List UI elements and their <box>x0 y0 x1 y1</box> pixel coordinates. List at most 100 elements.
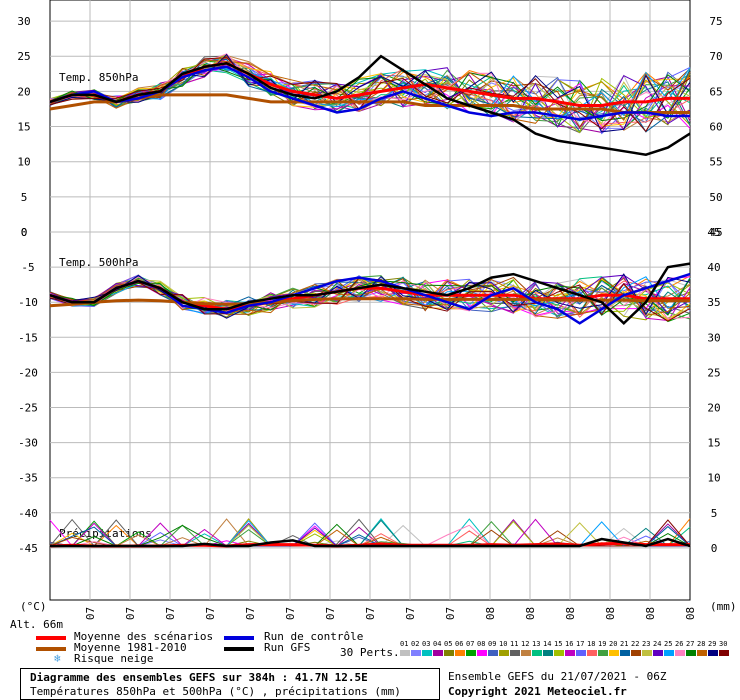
y-tick-500: -20 <box>18 366 38 379</box>
y-tick-right: 30 <box>707 331 720 344</box>
pert-number-label: 26 <box>675 640 684 648</box>
perturbation-line-850 <box>49 57 691 133</box>
x-tick-label: 02/08 <box>524 607 537 620</box>
series-line-precip <box>50 537 691 548</box>
y-tick-500: -10 <box>18 296 38 309</box>
pert-color-swatch <box>719 650 729 656</box>
pert-number-label: 18 <box>587 640 596 648</box>
pert-number-label: 30 <box>719 640 728 648</box>
legend-label-mean: Moyenne des scénarios <box>74 630 214 643</box>
y-tick-right: 10 <box>707 472 720 485</box>
x-tick-label: 01/08 <box>484 607 497 620</box>
x-tick-label: 24/07 <box>164 607 177 620</box>
pert-color-swatch <box>521 650 531 656</box>
y-tick-850-right: 55 <box>709 156 722 169</box>
x-tick-label: 05/08 <box>644 607 657 620</box>
pert-number-label: 17 <box>576 640 585 648</box>
pert-color-swatch <box>477 650 487 656</box>
y-tick-850-right: 75 <box>709 15 722 28</box>
pert-number-label: 02 <box>411 640 420 648</box>
y-tick-right: 40 <box>707 261 720 274</box>
x-tick-label: 26/07 <box>244 607 257 620</box>
pert-number-label: 12 <box>521 640 530 648</box>
pert-number-label: 15 <box>554 640 563 648</box>
pert-number-label: 10 <box>499 640 508 648</box>
y-tick-500: -40 <box>18 507 38 520</box>
pert-number-label: 07 <box>466 640 475 648</box>
pert-color-swatch <box>708 650 718 656</box>
pert-color-swatch <box>598 650 608 656</box>
pert-color-swatch <box>631 650 641 656</box>
panel-label-850: Temp. 850hPa <box>59 71 138 84</box>
pert-number-label: 01 <box>400 640 409 648</box>
altitude-label: Alt. 66m <box>10 618 63 631</box>
pert-color-swatch <box>411 650 421 656</box>
y-tick-850-right: 70 <box>709 50 722 63</box>
pert-color-swatch <box>444 650 454 656</box>
legend-label-control: Run de contrôle <box>264 630 364 643</box>
unit-right-label: (mm) <box>710 600 737 613</box>
pert-number-label: 13 <box>532 640 541 648</box>
y-tick-850: 5 <box>21 191 28 204</box>
y-tick-right: 15 <box>707 437 720 450</box>
pert-number-label: 08 <box>477 640 486 648</box>
x-tick-label: 27/07 <box>284 607 297 620</box>
run-info: Ensemble GEFS du 21/07/2021 - 06Z <box>448 670 667 683</box>
pert-color-swatch <box>499 650 509 656</box>
pert-number-label: 22 <box>631 640 640 648</box>
pert-color-swatch <box>587 650 597 656</box>
series-line-850 <box>49 54 691 156</box>
pert-number-label: 03 <box>422 640 431 648</box>
pert-color-swatch <box>532 650 542 656</box>
legend-swatch-mean <box>36 636 66 640</box>
pert-color-swatch <box>653 650 663 656</box>
pert-color-swatch <box>488 650 498 656</box>
pert-number-label: 16 <box>565 640 574 648</box>
pert-number-label: 29 <box>708 640 717 648</box>
legend-swatch-gfs <box>224 647 254 651</box>
y-tick-500: -25 <box>18 402 38 415</box>
pert-color-swatch <box>455 650 465 656</box>
y-tick-500: -45 <box>18 542 38 555</box>
pert-number-label: 19 <box>598 640 607 648</box>
series-line-500 <box>49 262 691 326</box>
x-tick-label: 03/08 <box>564 607 577 620</box>
pert-number-label: 24 <box>653 640 662 648</box>
pert-color-swatch <box>433 650 443 656</box>
x-tick-label: 30/07 <box>404 607 417 620</box>
y-tick-850: 15 <box>17 121 30 134</box>
y-tick-850: 10 <box>17 156 30 169</box>
pert-color-swatch <box>466 650 476 656</box>
y-tick-right: 25 <box>707 366 720 379</box>
pert-color-swatch <box>554 650 564 656</box>
pert-number-label: 09 <box>488 640 497 648</box>
pert-color-swatch <box>664 650 674 656</box>
pert-color-swatch <box>576 650 586 656</box>
pert-color-swatch <box>422 650 432 656</box>
x-tick-label: 25/07 <box>204 607 217 620</box>
panel-label-500: Temp. 500hPa <box>59 256 138 269</box>
x-tick-label: 28/07 <box>324 607 337 620</box>
pert-number-label: 11 <box>510 640 519 648</box>
y-tick-850-right: 45 <box>709 226 722 239</box>
y-tick-850: 0 <box>21 226 28 239</box>
x-tick-label: 04/08 <box>604 607 617 620</box>
pert-color-swatch <box>400 650 410 656</box>
y-tick-850: 30 <box>17 15 30 28</box>
x-tick-label: 06/08 <box>684 607 697 620</box>
y-tick-850-right: 50 <box>709 191 722 204</box>
pert-number-label: 21 <box>620 640 629 648</box>
x-tick-label: 29/07 <box>364 607 377 620</box>
y-tick-500: -30 <box>18 437 38 450</box>
series-line-850 <box>49 93 690 114</box>
perturbation-legend: 01 02 03 04 05 06 07 08 09 10 11 12 13 14 15 16 17 18 19 20… <box>400 640 734 660</box>
pert-color-swatch <box>609 650 619 656</box>
y-tick-right: 20 <box>707 402 720 415</box>
pert-color-swatch <box>510 650 520 656</box>
series-line-500 <box>49 297 690 308</box>
x-tick-label: 22/07 <box>84 607 97 620</box>
y-tick-right: 45 <box>707 226 720 239</box>
pert-color-swatch <box>686 650 696 656</box>
y-tick-right: 0 <box>711 542 718 555</box>
